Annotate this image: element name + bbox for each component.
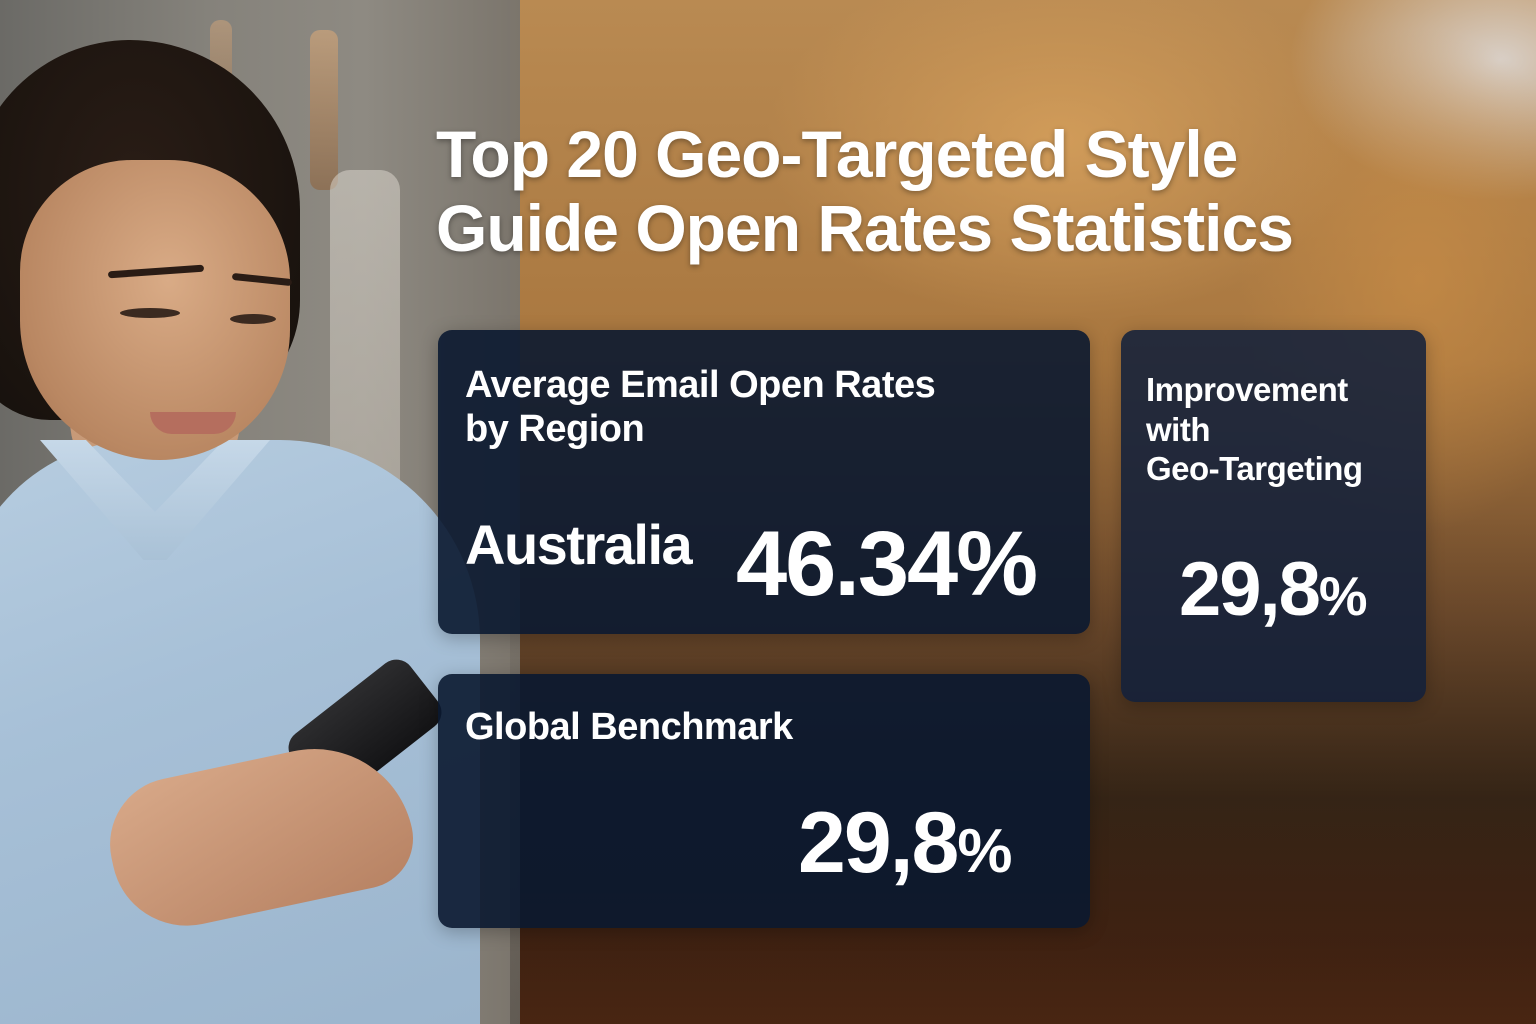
- stat-card-global-benchmark: Global Benchmark 29,8%: [438, 674, 1090, 928]
- eye: [120, 308, 180, 318]
- stat-value-number: 29,8: [1179, 547, 1321, 632]
- title-line-2: Guide Open Rates Statistics: [436, 190, 1294, 265]
- stat-card-improvement-geo-targeting: Improvement with Geo-Targeting 29,8%: [1121, 330, 1426, 702]
- clothes-hanger: [310, 30, 338, 190]
- card-title-line: by Region: [465, 407, 645, 450]
- card-title-line: Average Email Open Rates: [465, 364, 936, 406]
- stat-value-number: 29,8: [798, 795, 959, 891]
- stat-value: 29,8%: [798, 800, 1012, 886]
- stat-value: 46.34%: [736, 513, 1038, 615]
- card-title: Improvement with Geo-Targeting: [1146, 370, 1416, 489]
- stat-value-unit: %: [957, 817, 1013, 886]
- region-label: Australia: [465, 513, 693, 576]
- smile: [150, 412, 236, 434]
- card-title: Global Benchmark: [465, 706, 793, 748]
- stat-card-average-open-rates: Average Email Open Rates by Region Austr…: [438, 330, 1090, 634]
- card-title: Average Email Open Rates by Region: [465, 364, 1065, 451]
- stat-value-unit: %: [1318, 565, 1368, 627]
- title-line-1: Top 20 Geo-Targeted Style: [436, 117, 1238, 191]
- eye: [230, 314, 276, 324]
- card-title-line: Geo-Targeting: [1146, 450, 1363, 488]
- page-title: Top 20 Geo-Targeted Style Guide Open Rat…: [436, 117, 1436, 266]
- card-title-line: Improvement: [1146, 371, 1348, 408]
- stat-value: 29,8%: [1179, 552, 1368, 628]
- card-title-line: with: [1146, 410, 1210, 448]
